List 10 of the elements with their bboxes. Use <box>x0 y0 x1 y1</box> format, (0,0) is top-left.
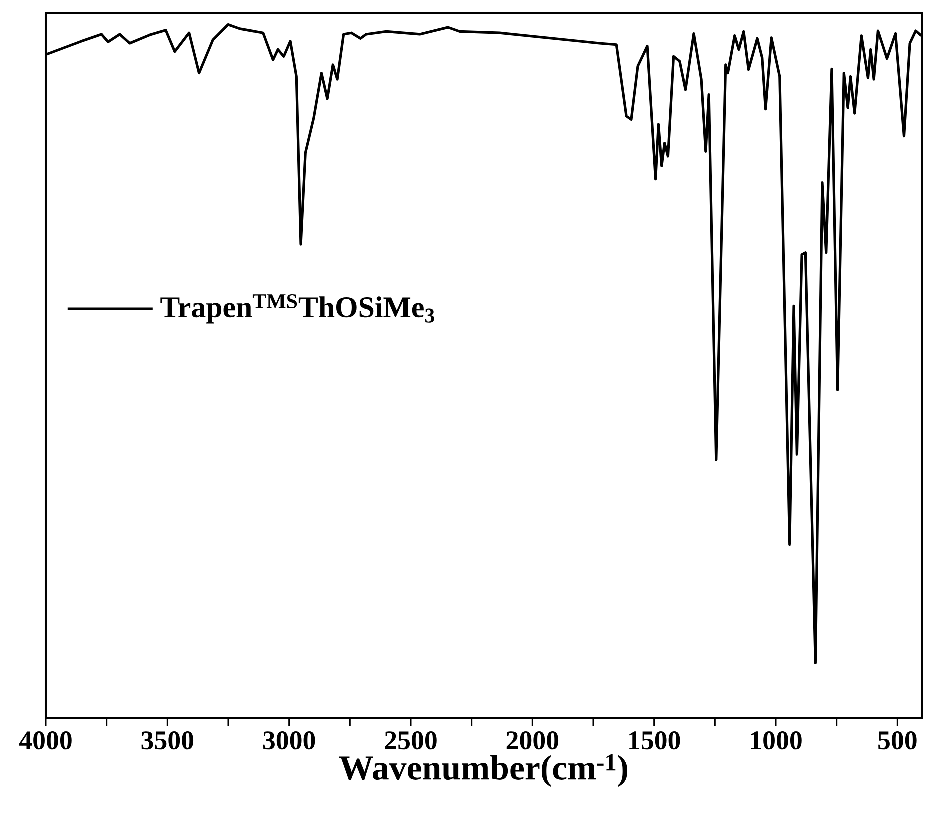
x-axis-title: Wavenumber(cm$^{-1}$) <box>339 754 628 788</box>
x-tick-label: 500 <box>878 732 917 750</box>
x-tick-label: 4000 <box>19 732 72 750</box>
text: Trapen$^{TMS}$ThOSiMe$_{3}$ <box>160 294 434 324</box>
x-tick-label: 2500 <box>385 732 437 750</box>
x-tick-label: 2000 <box>506 732 559 750</box>
x-tick-label: 3000 <box>263 732 316 750</box>
x-tick-label: 1000 <box>751 732 802 750</box>
x-tick-label: 1500 <box>630 732 680 750</box>
x-tick-label: 3500 <box>142 732 194 750</box>
